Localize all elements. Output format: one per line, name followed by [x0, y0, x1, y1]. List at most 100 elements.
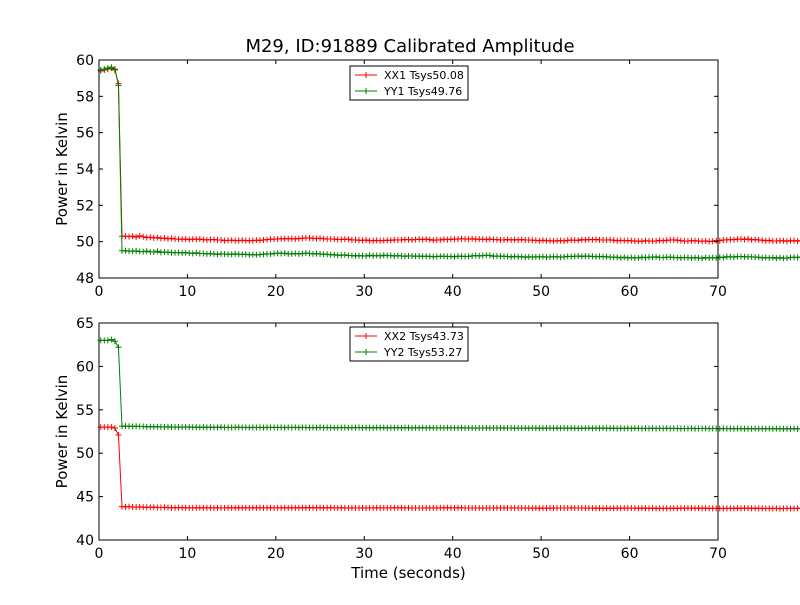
data-point-marker — [522, 254, 529, 261]
data-point-marker — [363, 253, 370, 260]
data-point-marker — [154, 248, 161, 255]
chart-title: M29, ID:91889 Calibrated Amplitude — [245, 36, 574, 57]
legend-marker — [363, 333, 369, 339]
data-point-marker — [281, 250, 288, 257]
y-tick-label: 55 — [76, 403, 94, 419]
data-point-marker — [798, 240, 800, 242]
data-point-marker — [161, 235, 168, 242]
x-tick-label: 70 — [709, 284, 727, 300]
data-point-marker — [469, 235, 476, 242]
legend-label: YY2 Tsys53.27 — [383, 346, 462, 359]
legend-marker — [363, 88, 369, 94]
data-point-marker — [108, 336, 115, 343]
data-point-marker — [776, 254, 783, 261]
data-point-marker — [578, 253, 585, 260]
data-point-marker — [536, 237, 543, 244]
data-point-marker — [508, 253, 515, 260]
data-point-marker — [154, 234, 161, 241]
data-point-marker — [423, 236, 430, 243]
data-point-marker — [783, 238, 790, 245]
data-point-marker — [150, 249, 157, 256]
data-point-marker — [783, 255, 790, 262]
data-point-marker — [108, 424, 115, 431]
data-point-marker — [363, 237, 370, 244]
data-point-marker — [575, 253, 582, 260]
data-point-marker — [419, 236, 426, 243]
data-point-marker — [104, 65, 111, 72]
data-point-marker — [653, 237, 660, 244]
data-point-marker — [638, 238, 645, 245]
x-tick-label: 0 — [95, 284, 104, 300]
data-point-marker — [140, 233, 147, 240]
data-point-marker — [539, 237, 546, 244]
data-point-marker — [387, 252, 394, 259]
series-xx — [97, 424, 800, 512]
data-point-marker — [115, 431, 122, 438]
y-tick-label: 50 — [76, 446, 94, 462]
y-tick-label: 54 — [76, 162, 94, 178]
legend-item: YY2 Tsys53.27 — [355, 346, 462, 359]
data-point-marker — [147, 234, 154, 241]
data-point-marker — [699, 255, 706, 262]
data-point-marker — [111, 425, 118, 432]
data-point-marker — [610, 237, 617, 244]
legend-label: XX2 Tsys43.73 — [384, 330, 464, 343]
data-point-marker — [617, 254, 624, 261]
legend-marker — [363, 349, 369, 355]
series-yy — [97, 64, 800, 262]
x-axis-label: Time (seconds) — [350, 564, 466, 582]
data-point-marker — [377, 252, 384, 259]
data-point-marker — [387, 237, 394, 244]
data-point-marker — [745, 235, 752, 242]
y-axis-label: Power in Kelvin — [53, 112, 71, 226]
data-point-marker — [140, 248, 147, 255]
y-tick-label: 65 — [76, 316, 94, 332]
data-point-marker — [798, 256, 800, 258]
data-point-marker — [426, 236, 433, 243]
data-point-marker — [465, 253, 472, 260]
y-axis-label: Power in Kelvin — [53, 375, 71, 489]
data-point-marker — [331, 251, 338, 258]
y-tick-label: 52 — [76, 198, 94, 214]
data-point-marker — [299, 250, 306, 257]
x-tick-label: 60 — [621, 284, 639, 300]
data-point-marker — [111, 66, 118, 73]
top-panel: 0 10 20 30 40 50 60 70 48 50 52 54 56 58 60 Power in Ke… — [53, 53, 800, 300]
data-point-marker — [635, 254, 642, 261]
data-point-marker — [101, 66, 108, 73]
data-point-marker — [759, 237, 766, 244]
data-point-marker — [621, 254, 628, 261]
data-point-marker — [504, 236, 511, 243]
x-tick-label: 60 — [621, 546, 639, 562]
y-tick-label: 50 — [76, 235, 94, 251]
x-tick-label: 20 — [267, 546, 285, 562]
data-point-marker — [755, 254, 762, 261]
x-tick-label: 50 — [532, 284, 550, 300]
data-point-marker — [129, 233, 136, 240]
legend-item: XX1 Tsys50.08 — [355, 69, 464, 82]
data-point-marker — [486, 252, 493, 259]
data-point-marker — [561, 237, 568, 244]
data-point-marker — [168, 235, 175, 242]
legend-box — [349, 65, 469, 101]
data-point-marker — [182, 249, 189, 256]
data-point-marker — [228, 251, 235, 258]
data-point-marker — [182, 236, 189, 243]
legend-label: XX1 Tsys50.08 — [384, 69, 464, 82]
data-point-marker — [730, 236, 737, 243]
y-tick-label: 40 — [76, 533, 94, 549]
x-tick-label: 40 — [444, 284, 462, 300]
data-point-marker — [483, 236, 490, 243]
legend-item: YY1 Tsys49.76 — [355, 85, 462, 98]
data-point-marker — [115, 344, 122, 351]
y-tick-label: 56 — [76, 126, 94, 142]
data-point-marker — [218, 237, 225, 244]
data-point-marker — [677, 237, 684, 244]
x-tick-label: 10 — [179, 546, 197, 562]
data-point-marker — [341, 251, 348, 258]
data-point-marker — [136, 232, 143, 239]
x-tick-label: 0 — [95, 546, 104, 562]
data-point-marker — [115, 82, 122, 89]
